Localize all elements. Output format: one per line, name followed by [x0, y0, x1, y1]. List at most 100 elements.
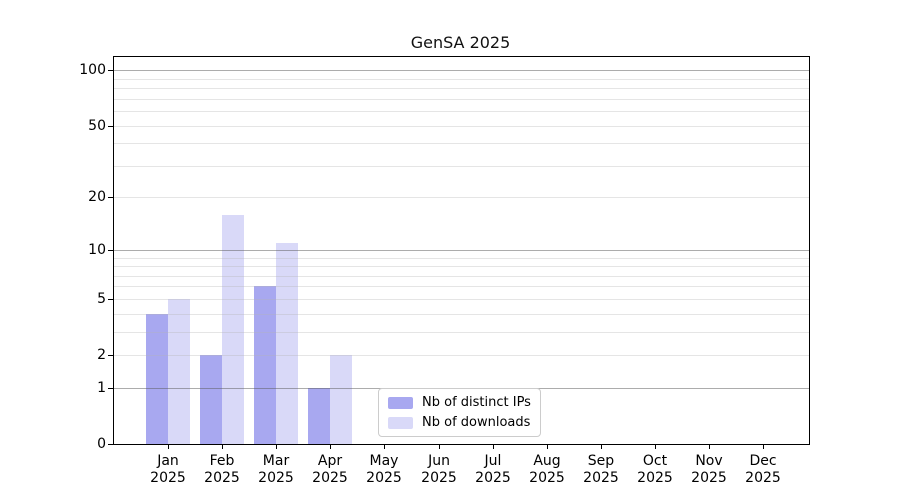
- y-tick-mark-2: [108, 355, 113, 356]
- x-tick-label-line: 2025: [583, 470, 619, 486]
- legend-swatch-downloads: [388, 416, 413, 429]
- y-tick-mark-0: [108, 444, 113, 445]
- x-tick-label-oct-2025: Oct 2025: [623, 453, 687, 487]
- plot-area: 0 1 2 5 10 20 50 100 Jan 2025 Feb 2025 Mar 2025 Apr 202…: [79, 56, 810, 486]
- y-tick-label-100: 100: [79, 62, 106, 78]
- y-tick-label-5: 5: [97, 291, 106, 307]
- y-tick-label-0: 0: [97, 436, 106, 452]
- x-tick-label-line: 2025: [258, 470, 294, 486]
- bar-nb-of-distinct-ips-mar-2025: [254, 286, 276, 444]
- x-tick-label-line: 2025: [529, 470, 565, 486]
- bar-nb-of-downloads-jan-2025: [168, 299, 190, 444]
- x-tick-label-line: Nov: [695, 453, 723, 469]
- y-tick-label-10: 10: [88, 242, 106, 258]
- gridline-tick-20: [114, 197, 809, 198]
- y-tick-mark-20: [108, 197, 113, 198]
- y-tick-label-1: 1: [97, 380, 106, 396]
- x-tick-label-jun-2025: Jun 2025: [407, 453, 471, 487]
- x-tick-label-line: Sep: [587, 453, 615, 469]
- bar-nb-of-downloads-feb-2025: [222, 215, 244, 444]
- x-tick-label-may-2025: May 2025: [352, 453, 416, 487]
- gridline-tick-5: [114, 299, 809, 300]
- y-tick-mark-1: [108, 388, 113, 389]
- gridline-minor-7: [114, 276, 809, 277]
- legend-item-downloads: Nb of downloads: [388, 415, 531, 430]
- gridline-minor-4: [114, 314, 809, 315]
- bars-layer: [114, 57, 809, 444]
- x-tick-mark-aug-2025: [547, 444, 548, 449]
- x-tick-label-line: Jul: [484, 453, 502, 469]
- x-tick-label-jul-2025: Jul 2025: [461, 453, 525, 487]
- x-tick-label-line: Oct: [642, 453, 668, 469]
- gridline-minor-30: [114, 166, 809, 167]
- x-tick-mark-feb-2025: [222, 444, 223, 449]
- legend: Nb of distinct IPs Nb of downloads: [378, 388, 541, 437]
- x-tick-label-line: 2025: [150, 470, 186, 486]
- gridline-tick-2: [114, 355, 809, 356]
- x-tick-label-line: 2025: [204, 470, 240, 486]
- x-tick-label-line: 2025: [691, 470, 727, 486]
- y-tick-mark-100: [108, 70, 113, 71]
- gridline-major-10: [114, 250, 809, 251]
- gridline-minor-70: [114, 99, 809, 100]
- x-tick-label-line: Mar: [262, 453, 290, 469]
- chart-title: GenSA 2025: [410, 33, 511, 52]
- x-tick-label-line: Apr: [317, 453, 343, 469]
- legend-label-distinct-ips: Nb of distinct IPs: [422, 395, 531, 410]
- y-tick-mark-5: [108, 299, 113, 300]
- x-tick-label-line: 2025: [637, 470, 673, 486]
- legend-label-downloads: Nb of downloads: [422, 415, 531, 430]
- bar-nb-of-distinct-ips-feb-2025: [200, 355, 222, 444]
- gridline-minor-90: [114, 79, 809, 80]
- x-tick-mark-jul-2025: [493, 444, 494, 449]
- legend-swatch-distinct-ips: [388, 396, 413, 409]
- bar-nb-of-downloads-apr-2025: [330, 355, 352, 444]
- x-tick-label-line: Jun: [428, 453, 450, 469]
- x-tick-label-nov-2025: Nov 2025: [677, 453, 741, 487]
- bar-nb-of-distinct-ips-jan-2025: [146, 314, 168, 444]
- x-tick-label-line: Aug: [533, 453, 561, 469]
- x-tick-label-line: 2025: [745, 470, 781, 486]
- x-tick-mark-sep-2025: [601, 444, 602, 449]
- gridline-minor-60: [114, 111, 809, 112]
- y-tick-mark-10: [108, 250, 113, 251]
- x-tick-mark-jan-2025: [168, 444, 169, 449]
- legend-item-distinct-ips: Nb of distinct IPs: [388, 395, 531, 410]
- x-tick-label-apr-2025: Apr 2025: [298, 453, 362, 487]
- y-tick-mark-50: [108, 126, 113, 127]
- y-tick-label-2: 2: [97, 347, 106, 363]
- bar-nb-of-downloads-mar-2025: [276, 243, 298, 444]
- x-tick-label-mar-2025: Mar 2025: [244, 453, 308, 487]
- gridline-minor-3: [114, 332, 809, 333]
- x-tick-mark-jun-2025: [439, 444, 440, 449]
- y-tick-label-50: 50: [88, 118, 106, 134]
- x-tick-mark-dec-2025: [763, 444, 764, 449]
- gridline-minor-8: [114, 266, 809, 267]
- x-tick-label-line: Jan: [157, 453, 179, 469]
- x-tick-label-line: 2025: [421, 470, 457, 486]
- y-tick-label-20: 20: [88, 189, 106, 205]
- x-tick-mark-nov-2025: [709, 444, 710, 449]
- x-tick-label-jan-2025: Jan 2025: [136, 453, 200, 487]
- x-tick-label-dec-2025: Dec 2025: [731, 453, 795, 487]
- x-tick-label-line: 2025: [312, 470, 348, 486]
- x-tick-mark-mar-2025: [276, 444, 277, 449]
- bar-nb-of-distinct-ips-apr-2025: [308, 388, 330, 444]
- x-tick-label-line: 2025: [366, 470, 402, 486]
- x-tick-mark-may-2025: [384, 444, 385, 449]
- gridline-tick-50: [114, 126, 809, 127]
- x-tick-label-line: Dec: [749, 453, 777, 469]
- gridlines-layer: [114, 57, 809, 444]
- x-tick-label-line: May: [369, 453, 399, 469]
- gridline-minor-9: [114, 258, 809, 259]
- x-tick-label-line: Feb: [209, 453, 235, 469]
- gridline-major-100: [114, 70, 809, 71]
- x-tick-label-aug-2025: Aug 2025: [515, 453, 579, 487]
- gridline-minor-80: [114, 88, 809, 89]
- gridline-minor-6: [114, 286, 809, 287]
- gridline-minor-40: [114, 143, 809, 144]
- x-tick-label-feb-2025: Feb 2025: [190, 453, 254, 487]
- x-tick-mark-apr-2025: [330, 444, 331, 449]
- axis-ticks-layer: 0 1 2 5 10 20 50 100 Jan 2025 Feb 2025 Mar 2025 Apr 202…: [79, 57, 809, 486]
